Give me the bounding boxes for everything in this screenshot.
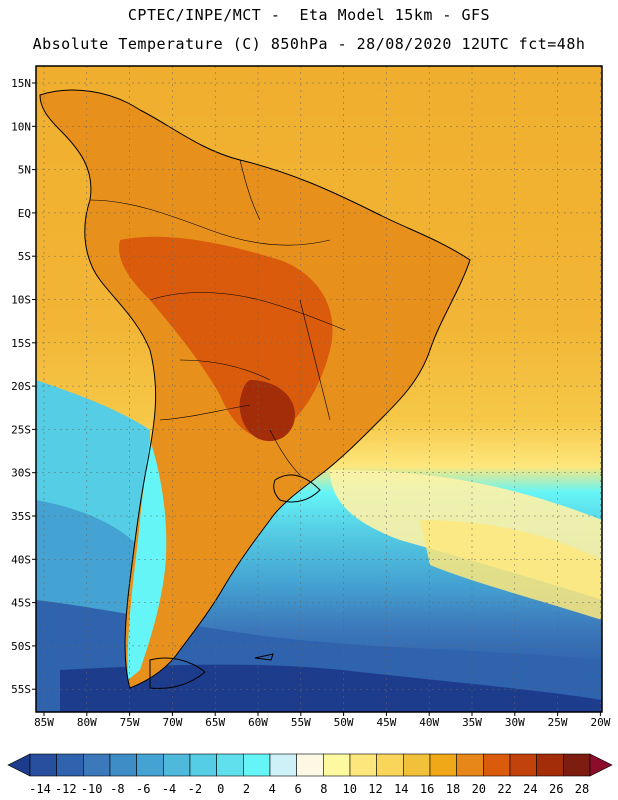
lon-label: 65W — [205, 716, 225, 729]
colorbar-box — [296, 753, 324, 777]
tierra-del-fuego — [149, 657, 206, 689]
colorbar-box — [189, 753, 217, 777]
coastlines — [39, 89, 471, 689]
colorbar-box — [376, 753, 404, 777]
colorbar-box — [563, 753, 591, 777]
lon-label: 40W — [419, 716, 439, 729]
south-america-coast — [39, 89, 471, 689]
colorbar-box — [163, 753, 191, 777]
colorbar-label: 26 — [549, 782, 563, 796]
colorbar-box — [29, 753, 57, 777]
colorbar-arrow-low — [7, 753, 31, 777]
hot-core — [119, 236, 333, 438]
colorbar-label: 28 — [575, 782, 589, 796]
colorbar-box — [269, 753, 297, 777]
hottest-core — [239, 380, 295, 442]
warm-atlantic-band-2 — [420, 520, 602, 620]
colorbar-label: -12 — [55, 782, 77, 796]
colorbar-box — [109, 753, 137, 777]
lat-label: 25S — [11, 423, 31, 436]
lat-label: 20S — [11, 380, 31, 393]
southern-coldest-zone — [60, 664, 602, 712]
colorbar-label: -2 — [188, 782, 202, 796]
lon-label: 85W — [34, 716, 54, 729]
colorbar-label: 12 — [368, 782, 382, 796]
colorbar-label: -6 — [136, 782, 150, 796]
colorbar-box — [509, 753, 537, 777]
latitude-labels: 15N 10N 5N EQ 5S 10S 15S 20S 25S 30S 35S 40S 45S 50S 5… — [11, 77, 36, 696]
colorbar-box — [456, 753, 484, 777]
lon-label: 60W — [248, 716, 268, 729]
lat-label: EQ — [18, 207, 31, 220]
lon-label: 80W — [77, 716, 97, 729]
graticule — [36, 66, 602, 712]
colorbar-box — [323, 753, 351, 777]
lat-label: 40S — [11, 553, 31, 566]
longitude-labels: 85W 80W 75W 70W 65W 60W 55W 50W 45W 40W 35W 30W 25W 2… — [34, 712, 611, 729]
lon-label: 20W — [590, 716, 610, 729]
lon-label: 25W — [548, 716, 568, 729]
country-borders — [89, 159, 346, 476]
title-line-2: Absolute Temperature (C) 850hPa - 28/08/… — [32, 35, 586, 53]
lon-label: 75W — [120, 716, 140, 729]
colorbar-label: 10 — [342, 782, 356, 796]
falklands — [254, 653, 274, 661]
colorbar-box — [216, 753, 244, 777]
lon-label: 35W — [462, 716, 482, 729]
lon-label: 55W — [291, 716, 311, 729]
colorbar-box — [403, 753, 431, 777]
colorbar-box — [483, 753, 511, 777]
colorbar-box — [243, 753, 271, 777]
lat-label: 30S — [11, 467, 31, 480]
colorbar-label: -10 — [81, 782, 103, 796]
colorbar-label: 18 — [446, 782, 460, 796]
colorbar-label: 4 — [269, 782, 276, 796]
map-frame — [35, 65, 603, 713]
colorbar-label: -14 — [29, 782, 51, 796]
lon-label: 50W — [334, 716, 354, 729]
lat-label: 50S — [11, 640, 31, 653]
colorbar — [7, 753, 613, 777]
colorbar-labels: -14 -12 -10 -8 -6 -4 -2 0 2 4 6 8 10 12 14 16 18 20 22 24 26… — [29, 782, 589, 796]
colorbar-label: 14 — [394, 782, 408, 796]
colorbar-label: 0 — [217, 782, 224, 796]
colorbar-box — [136, 753, 164, 777]
lat-label: 5N — [18, 164, 31, 177]
colorbar-label: 20 — [472, 782, 486, 796]
lat-label: 5S — [18, 250, 31, 263]
colorbar-label: 2 — [243, 782, 250, 796]
colorbar-box — [536, 753, 564, 777]
lat-label: 35S — [11, 510, 31, 523]
colorbar-label: 16 — [420, 782, 434, 796]
lat-label: 15S — [11, 337, 31, 350]
andes-cold-patch — [127, 440, 167, 680]
lat-label: 55S — [11, 683, 31, 696]
title-line-1: CPTEC/INPE/MCT - Eta Model 15km - GFS — [127, 6, 491, 24]
colorbar-label: 8 — [320, 782, 327, 796]
lat-label: 10N — [11, 120, 31, 133]
colorbar-box — [429, 753, 457, 777]
lon-label: 70W — [162, 716, 182, 729]
lat-label: 15N — [11, 77, 31, 90]
colorbar-box — [83, 753, 111, 777]
colorbar-label: -8 — [110, 782, 124, 796]
colorbar-box — [56, 753, 84, 777]
colorbar-box — [349, 753, 377, 777]
lon-label: 45W — [376, 716, 396, 729]
colorbar-arrow-high — [589, 753, 613, 777]
lat-label: 10S — [11, 294, 31, 307]
colorbar-label: 22 — [497, 782, 511, 796]
river-plate-coast — [273, 474, 321, 503]
colorbar-label: -4 — [162, 782, 176, 796]
lat-label: 45S — [11, 597, 31, 610]
lon-label: 30W — [505, 716, 525, 729]
colorbar-label: 6 — [294, 782, 301, 796]
colorbar-label: 24 — [523, 782, 537, 796]
temperature-field — [36, 66, 602, 712]
